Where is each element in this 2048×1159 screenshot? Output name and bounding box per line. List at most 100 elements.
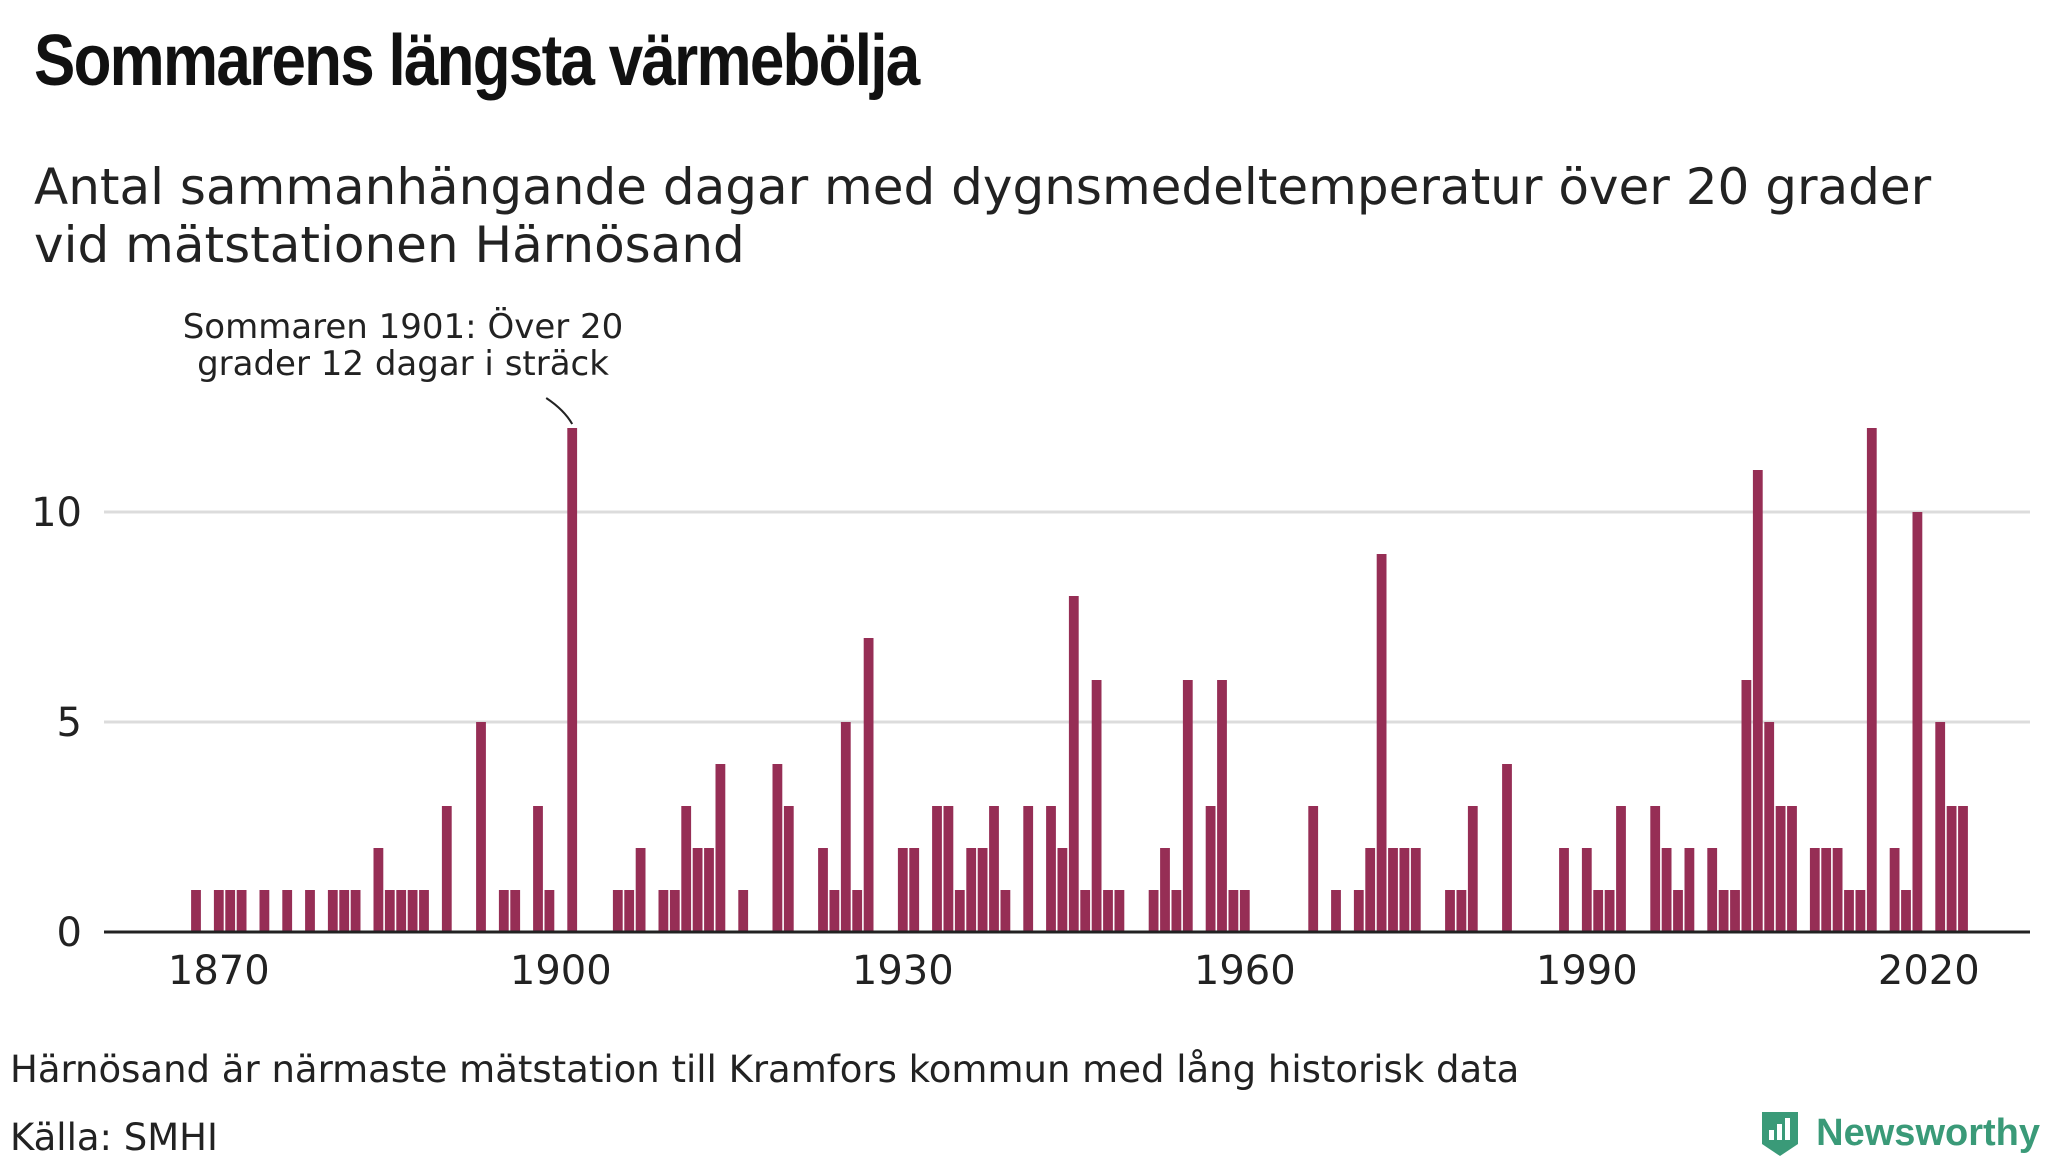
bar-1885 xyxy=(384,890,395,932)
bar-2001 xyxy=(1707,848,1718,932)
bar-1952 xyxy=(1148,890,1159,932)
bar-1871 xyxy=(225,890,236,932)
bar-1881 xyxy=(339,890,350,932)
bar-1988 xyxy=(1559,848,1569,932)
bar-2022 xyxy=(1946,806,1957,932)
bar-1870 xyxy=(213,890,224,932)
x-tick-label: 1900 xyxy=(510,948,612,994)
bar-1949 xyxy=(1114,890,1125,932)
bar-1884 xyxy=(373,848,384,932)
bar-1890 xyxy=(441,806,452,932)
bar-1946 xyxy=(1080,890,1091,932)
bar-1919 xyxy=(772,764,783,932)
annotation-pointer xyxy=(545,397,574,425)
bar-1938 xyxy=(989,806,999,932)
bar-1960 xyxy=(1239,890,1250,932)
bar-1993 xyxy=(1616,806,1626,932)
bar-1899 xyxy=(544,890,555,932)
bar-1876 xyxy=(282,890,293,932)
bar-1975 xyxy=(1410,848,1421,932)
bar-1909 xyxy=(658,890,669,932)
bar-1905 xyxy=(612,890,623,932)
bar-1924 xyxy=(829,890,840,932)
footnote: Härnösand är närmaste mätstation till Kr… xyxy=(10,1048,1520,1091)
bar-1887 xyxy=(407,890,418,932)
bar-1906 xyxy=(624,890,635,932)
bar-1910 xyxy=(669,890,680,932)
bar-1992 xyxy=(1604,890,1615,932)
y-tick-label: 10 xyxy=(31,490,82,536)
bar-1930 xyxy=(897,848,908,932)
bar-1983 xyxy=(1502,764,1512,932)
bar-1895 xyxy=(498,890,509,932)
bar-chart: 0 5 10 1870 1900 1930 1960 1990 2020 Sommaren 1… xyxy=(31,306,2030,994)
bar-1882 xyxy=(350,890,361,932)
bar-1874 xyxy=(259,890,270,932)
bar-1978 xyxy=(1445,890,1455,932)
bar-2002 xyxy=(1718,890,1729,932)
bar-1911 xyxy=(681,806,692,932)
bar-2019 xyxy=(1912,512,1923,932)
brand-name: Newsworthy xyxy=(1816,1111,2040,1154)
y-tick-label: 5 xyxy=(57,700,82,746)
bar-2003 xyxy=(1730,890,1740,932)
bar-1959 xyxy=(1228,890,1239,932)
bar-1974 xyxy=(1399,848,1410,932)
bar-1913 xyxy=(704,848,714,932)
bar-1947 xyxy=(1091,680,1102,932)
bar-1893 xyxy=(476,722,486,932)
bar-1933 xyxy=(932,806,942,932)
newsworthy-logo-icon xyxy=(1762,1112,1799,1156)
bar-2006 xyxy=(1764,722,1775,932)
bar-1898 xyxy=(533,806,543,932)
bar-1958 xyxy=(1217,680,1227,932)
x-axis-labels: 1870 1900 1930 1960 1990 2020 xyxy=(168,948,1980,994)
bar-1944 xyxy=(1057,848,1068,932)
bar-1896 xyxy=(510,890,521,932)
annotation-text: Sommaren 1901: Över 20 xyxy=(183,306,624,347)
bar-2008 xyxy=(1787,806,1797,932)
bar-1999 xyxy=(1684,848,1695,932)
bar-1872 xyxy=(236,890,247,932)
bar-1990 xyxy=(1581,848,1592,932)
bar-1934 xyxy=(943,806,954,932)
bar-1931 xyxy=(909,848,920,932)
bar-1916 xyxy=(738,890,749,932)
chart-title: Sommarens längsta värmebölja xyxy=(34,21,920,101)
bar-2012 xyxy=(1832,848,1843,932)
bar-1991 xyxy=(1593,890,1604,932)
bar-1966 xyxy=(1308,806,1319,932)
bar-1939 xyxy=(1000,890,1011,932)
gridlines xyxy=(104,510,2030,724)
bar-1935 xyxy=(954,890,965,932)
x-tick-label: 1870 xyxy=(168,948,270,994)
bar-1970 xyxy=(1353,890,1364,932)
bar-1925 xyxy=(840,722,851,932)
bar-1997 xyxy=(1661,848,1672,932)
bar-1868 xyxy=(191,890,201,932)
bar-1907 xyxy=(635,848,646,932)
bar-1943 xyxy=(1046,806,1056,932)
bar-1998 xyxy=(1673,890,1683,932)
x-tick-label: 1990 xyxy=(1536,948,1638,994)
bar-1957 xyxy=(1205,806,1216,932)
bar-2004 xyxy=(1741,680,1752,932)
brand-logo: Newsworthy xyxy=(1758,1108,2040,1158)
bar-2007 xyxy=(1775,806,1786,932)
bar-1980 xyxy=(1467,806,1478,932)
bar-1886 xyxy=(396,890,407,932)
bar-2015 xyxy=(1866,428,1877,932)
bar-1953 xyxy=(1160,848,1170,932)
x-tick-label: 2020 xyxy=(1878,948,1980,994)
bar-2013 xyxy=(1844,890,1854,932)
bar-1914 xyxy=(715,764,726,932)
chart-subtitle: Antal sammanhängande dagar med dygnsmede… xyxy=(34,158,1932,274)
bars xyxy=(191,428,1968,932)
bar-1888 xyxy=(419,890,429,932)
bar-2018 xyxy=(1901,890,1911,932)
bar-1979 xyxy=(1456,890,1467,932)
bar-1937 xyxy=(977,848,988,932)
bar-1954 xyxy=(1171,890,1182,932)
bar-1923 xyxy=(818,848,828,932)
